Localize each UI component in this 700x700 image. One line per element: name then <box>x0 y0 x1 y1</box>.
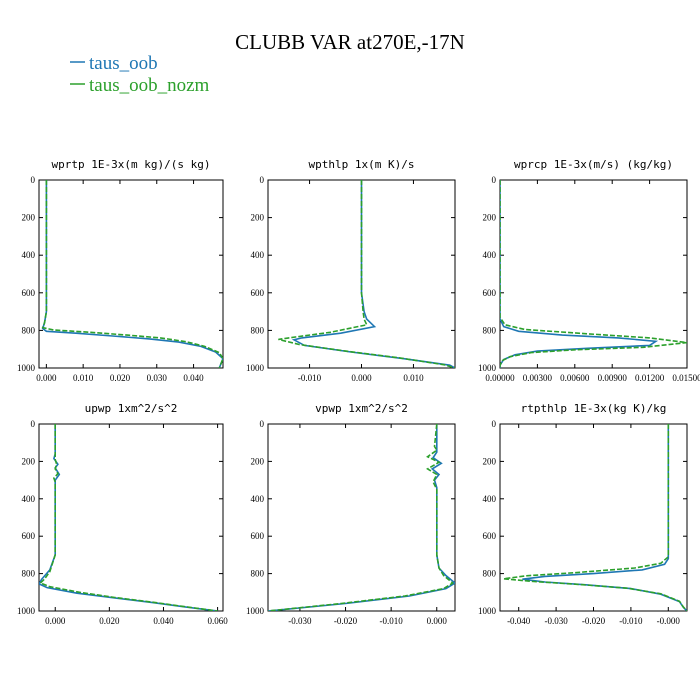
y-tick-label: 800 <box>483 325 497 335</box>
y-tick-label: 400 <box>483 494 497 504</box>
series-line-taus-oob <box>291 180 455 368</box>
y-tick-label: 600 <box>483 288 497 298</box>
x-tick-label: -0.020 <box>334 616 358 626</box>
x-tick-label: -0.030 <box>544 616 568 626</box>
y-tick-label: 800 <box>251 325 265 335</box>
y-tick-label: 400 <box>251 494 265 504</box>
panel-title: vpwp 1xm^2/s^2 <box>315 402 408 415</box>
series-line-taus-oob <box>39 424 218 611</box>
x-tick-label: -0.010 <box>380 616 404 626</box>
series-line-taus-oob-nozm <box>503 424 687 611</box>
legend-label-taus-oob: taus_oob <box>89 53 158 74</box>
y-tick-label: 1000 <box>17 363 36 373</box>
series-line-taus-oob-nozm <box>500 180 687 368</box>
x-tick-label: 0.020 <box>99 616 120 626</box>
x-tick-label: 0.060 <box>207 616 228 626</box>
series-line-taus-oob <box>268 424 455 611</box>
y-tick-label: 0 <box>260 175 265 185</box>
y-tick-label: 200 <box>22 213 36 223</box>
panel-title: upwp 1xm^2/s^2 <box>85 402 178 415</box>
plot-frame <box>38 423 224 612</box>
plot-frame <box>38 179 224 369</box>
panel-title: wprcp 1E-3x(m/s) (kg/kg) <box>514 158 673 171</box>
series-line-taus-oob-nozm <box>268 424 455 611</box>
x-tick-label: 0.010 <box>403 373 424 383</box>
x-tick-label: 0.00600 <box>560 373 590 383</box>
x-tick-label: 0.020 <box>110 373 131 383</box>
x-tick-label: 0.000 <box>45 616 66 626</box>
plot-frame <box>499 423 688 612</box>
y-tick-label: 800 <box>22 569 36 579</box>
x-tick-label: 0.00000 <box>485 373 515 383</box>
panels: wprtp 1E-3x(m kg)/(s kg) 0 200 400 600 800 100… <box>17 158 700 626</box>
series-line-taus-oob-nozm <box>39 424 218 611</box>
y-tick-label: 200 <box>251 213 265 223</box>
panel-1: wprtp 1E-3x(m kg)/(s kg) 0 200 400 600 800 100… <box>17 158 224 383</box>
x-tick-label: -0.030 <box>288 616 312 626</box>
y-tick-label: 1000 <box>246 606 265 616</box>
y-tick-label: 200 <box>483 456 497 466</box>
y-tick-label: 400 <box>251 250 265 260</box>
y-tick-label: 400 <box>22 494 36 504</box>
y-tick-label: 400 <box>483 250 497 260</box>
series-line-taus-oob-nozm <box>41 180 223 368</box>
x-tick-label: 0.01200 <box>635 373 665 383</box>
panel-title: rtpthlp 1E-3x(kg K)/kg <box>521 402 667 415</box>
panel-title: wprtp 1E-3x(m kg)/(s kg) <box>52 158 211 171</box>
legend-label-taus-oob-nozm: taus_oob_nozm <box>89 75 210 96</box>
y-tick-label: 600 <box>22 531 36 541</box>
x-tick-label: 0.030 <box>147 373 168 383</box>
x-tick-label: 0.01500 <box>672 373 700 383</box>
y-tick-label: 600 <box>22 288 36 298</box>
y-tick-label: 200 <box>251 456 265 466</box>
x-tick-label: -0.020 <box>582 616 606 626</box>
x-tick-label: -0.040 <box>507 616 531 626</box>
y-tick-label: 800 <box>483 569 497 579</box>
plot-frame <box>267 423 456 612</box>
x-tick-label: 0.00300 <box>523 373 553 383</box>
panel-5: vpwp 1xm^2/s^2 0 200 400 600 800 1000 -0.030 -0.… <box>246 402 456 626</box>
y-tick-label: 0 <box>260 419 265 429</box>
panel-title: wpthlp 1x(m K)/s <box>309 158 415 171</box>
y-tick-label: 1000 <box>478 363 497 373</box>
y-tick-label: 400 <box>22 250 36 260</box>
y-tick-label: 600 <box>483 531 497 541</box>
y-tick-label: 0 <box>492 419 497 429</box>
y-tick-label: 1000 <box>246 363 265 373</box>
y-tick-label: 800 <box>22 325 36 335</box>
y-tick-label: 0 <box>31 175 36 185</box>
panel-6: rtpthlp 1E-3x(kg K)/kg02004006008001000-… <box>478 402 688 626</box>
y-tick-label: 0 <box>31 419 36 429</box>
series-line-taus-oob-nozm <box>278 180 455 368</box>
x-tick-label: -0.010 <box>619 616 643 626</box>
x-tick-label: 0.000 <box>36 373 57 383</box>
panel-3: wprcp 1E-3x(m/s) (kg/kg) 0 200 400 600 800 100… <box>478 158 700 383</box>
x-tick-label: 0.00900 <box>598 373 628 383</box>
y-tick-label: 800 <box>251 569 265 579</box>
x-tick-label: -0.000 <box>657 616 681 626</box>
y-tick-label: 1000 <box>478 606 497 616</box>
series-line-taus-oob <box>500 180 659 368</box>
figure-title: CLUBB VAR at270E,-17N <box>235 30 465 54</box>
y-tick-label: 200 <box>483 213 497 223</box>
x-tick-label: 0.000 <box>351 373 372 383</box>
y-tick-label: 600 <box>251 288 265 298</box>
y-tick-label: 600 <box>251 531 265 541</box>
x-tick-label: 0.010 <box>73 373 94 383</box>
series-line-taus-oob <box>41 180 223 368</box>
x-tick-label: 0.040 <box>183 373 204 383</box>
legend: taus_oob taus_oob_nozm <box>70 53 210 96</box>
panel-2: wpthlp 1x(m K)/s 0 200 400 600 800 1000 -0.010 0… <box>246 158 456 383</box>
panel-4: upwp 1xm^2/s^2 0 200 400 600 800 1000 0.000 0.02… <box>17 402 228 626</box>
x-tick-label: 0.040 <box>153 616 174 626</box>
y-tick-label: 200 <box>22 456 36 466</box>
y-tick-label: 1000 <box>17 606 36 616</box>
x-tick-label: 0.000 <box>427 616 448 626</box>
x-tick-label: -0.010 <box>298 373 322 383</box>
y-tick-label: 0 <box>492 175 497 185</box>
